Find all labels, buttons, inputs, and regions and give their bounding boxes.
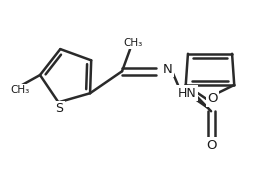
- Text: O: O: [206, 139, 216, 152]
- Text: HN: HN: [178, 87, 196, 100]
- Text: CH₃: CH₃: [10, 85, 30, 95]
- Text: O: O: [207, 92, 217, 105]
- Text: CH₃: CH₃: [123, 38, 143, 48]
- Text: N: N: [163, 63, 173, 76]
- Text: S: S: [55, 102, 63, 115]
